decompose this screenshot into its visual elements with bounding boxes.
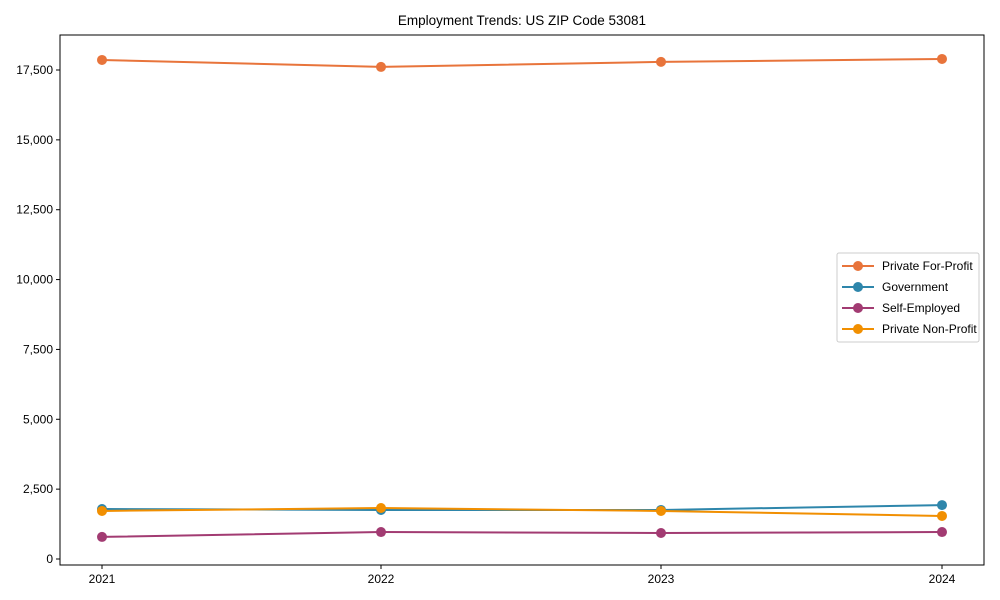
legend: Private For-Profit Government Self-Employe…	[836, 252, 980, 343]
y-tick-label: 0	[46, 552, 53, 566]
legend-marker-icon	[853, 261, 863, 271]
x-tick-label: 2022	[368, 572, 395, 586]
series-line	[101, 531, 943, 538]
y-tick-label: 7,500	[23, 342, 53, 356]
plot-background	[60, 35, 984, 565]
legend-label: Government	[882, 280, 949, 294]
legend-label: Self-Employed	[882, 301, 960, 315]
y-tick-label: 5,000	[23, 412, 53, 426]
data-point[interactable]	[937, 527, 947, 538]
y-tick-label: 10,000	[16, 273, 53, 287]
series-private-non-profit	[97, 503, 947, 521]
legend-marker-icon	[853, 324, 863, 334]
plot-area	[60, 35, 984, 565]
y-tick-label: 15,000	[16, 133, 53, 147]
data-point[interactable]	[97, 531, 107, 542]
legend-item[interactable]: Private Non-Profit	[842, 322, 977, 336]
data-point[interactable]	[376, 503, 386, 514]
series-line	[101, 57, 943, 68]
legend-item[interactable]: Self-Employed	[842, 301, 960, 315]
series-line	[101, 507, 943, 517]
x-tick-label: 2023	[648, 572, 675, 586]
plot-frame	[59, 34, 985, 566]
data-point[interactable]	[937, 53, 947, 64]
legend-marker-icon	[853, 282, 863, 292]
data-point[interactable]	[376, 61, 386, 72]
y-tick-label: 17,500	[16, 63, 53, 77]
legend-frame	[836, 252, 980, 343]
data-point[interactable]	[97, 505, 107, 516]
data-point[interactable]	[376, 527, 386, 538]
legend-label: Private Non-Profit	[882, 322, 977, 336]
legend-marker-icon	[853, 303, 863, 313]
y-axis: 0 2,500 5,000 7,500 10,000 12,500 15,000 17,500	[16, 63, 60, 566]
x-tick-label: 2021	[89, 572, 116, 586]
legend-item[interactable]: Government	[842, 280, 949, 294]
x-axis: 2021 2022 2023 2024	[89, 565, 956, 586]
series-private-for-profit	[97, 53, 947, 72]
data-point[interactable]	[656, 56, 666, 67]
chart-title: Employment Trends: US ZIP Code 53081	[398, 13, 646, 28]
y-tick-label: 2,500	[23, 482, 53, 496]
x-tick-label: 2024	[929, 572, 956, 586]
y-tick-label: 12,500	[16, 203, 53, 217]
legend-item[interactable]: Private For-Profit	[842, 259, 973, 273]
data-point[interactable]	[656, 505, 666, 516]
series-self-employed	[97, 527, 947, 542]
legend-label: Private For-Profit	[882, 259, 973, 273]
data-point[interactable]	[656, 528, 666, 539]
series-layer	[97, 53, 947, 542]
data-point[interactable]	[937, 510, 947, 521]
data-point[interactable]	[937, 500, 947, 511]
data-point[interactable]	[97, 54, 107, 65]
